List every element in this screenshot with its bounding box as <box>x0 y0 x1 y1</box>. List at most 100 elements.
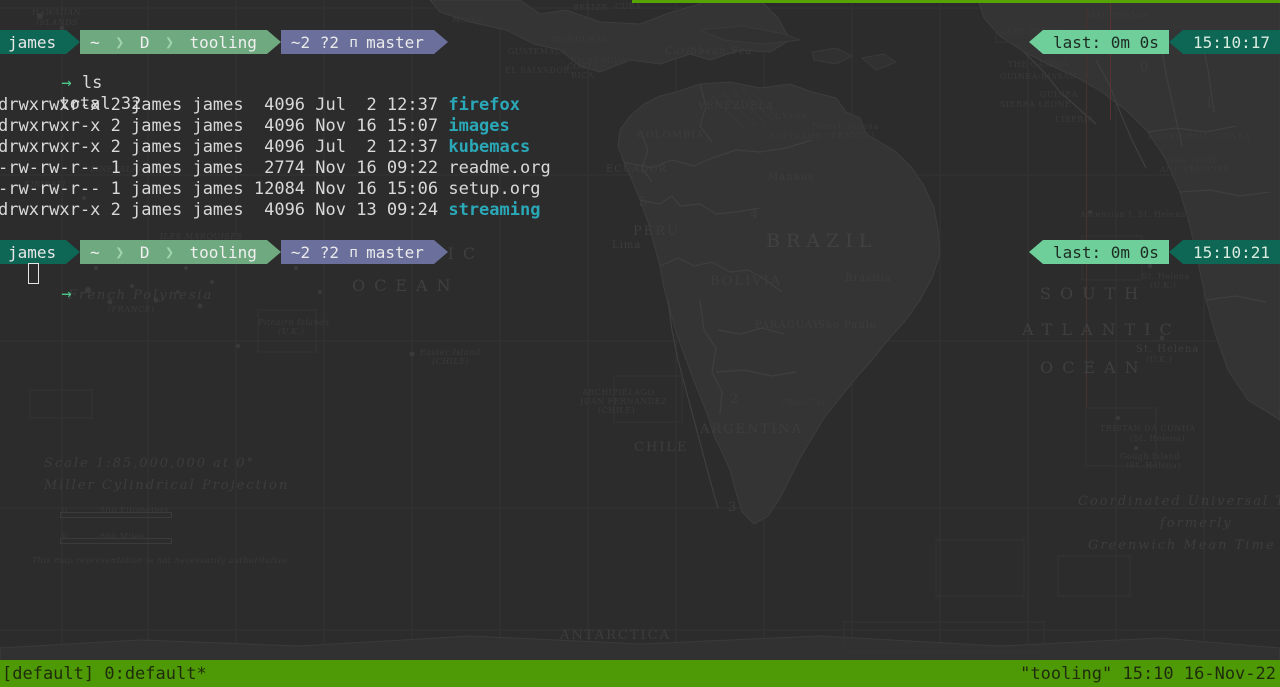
map-label: (U.K.) <box>278 327 305 336</box>
listing-row: drwxrwxr-x 2 james james 4096 Nov 16 15:… <box>0 116 510 137</box>
widget2-last-label: last: 0m 0s <box>1052 242 1159 262</box>
widget-clock-segment: 15:10:17 <box>1182 30 1280 54</box>
map-label: Easter Island <box>420 348 481 357</box>
widget2-last-segment: last: 0m 0s <box>1042 240 1169 264</box>
map-label: Pitcairn Islands <box>258 318 330 327</box>
terminal-pane[interactable]: james ~ ❯ D ❯ tooling ~2 ?2 ᴨ <box>0 0 1280 660</box>
map-label: (CHILE) <box>432 357 470 366</box>
map-label: GUINEA-BISSAU <box>1000 72 1077 81</box>
map-label: (St. Helena) <box>1126 461 1181 470</box>
map-label: EL SALVADOR <box>505 66 570 75</box>
listing-row-meta: drwxrwxr-x 2 james james 4096 Jul 2 12:3… <box>0 137 449 157</box>
prompt-dir-initial-segment: D <box>129 30 160 54</box>
map-label: OCEAN <box>352 276 460 295</box>
powerline-prompt-bottom: james ~ ❯ D ❯ tooling ~2 ?2 ᴨ <box>0 240 448 264</box>
widget-clock-label: 15:10:17 <box>1192 32 1270 52</box>
prompt2-dir-initial-segment: D <box>129 240 160 264</box>
map-label: COLOMBIA <box>637 130 705 141</box>
tmux-status-bar[interactable]: [default] 0:default* "tooling" 15:10 16-… <box>0 660 1280 687</box>
prompt-branch-label: master <box>366 32 424 52</box>
map-label: St. Helena <box>1136 344 1200 355</box>
prompt2-home-label: ~ <box>90 242 100 262</box>
map-label: (FRANCE) <box>828 131 875 140</box>
map-label: BELIZE <box>573 3 608 12</box>
map-label: NICARAGUA <box>570 56 628 65</box>
text-cursor[interactable] <box>28 263 39 284</box>
map-label: Manaus <box>768 172 815 183</box>
listing-row-name: images <box>448 116 510 136</box>
map-label: French Polynesia <box>68 288 214 303</box>
listing-row-meta: drwxrwxr-x 2 james james 4096 Jul 2 12:3… <box>0 95 449 115</box>
map-label: 0 <box>1140 60 1151 75</box>
map-label: CAPE VERDE <box>1000 27 1061 36</box>
widget2-clock-segment: 15:10:21 <box>1182 240 1280 264</box>
map-label: 500 Kilometers <box>100 506 169 515</box>
map-label: EQUATORIAL GUINEA <box>1148 132 1251 141</box>
map-label: 3 <box>728 500 739 515</box>
listing-row-name: readme.org <box>448 158 551 178</box>
active-input-line[interactable]: → <box>0 263 71 304</box>
listing-row-name: kubemacs <box>448 137 531 157</box>
map-label: OCEAN <box>1040 358 1148 377</box>
git-branch-icon-2: ᴨ <box>349 242 359 261</box>
listing-row-name: setup.org <box>448 179 541 199</box>
map-label: 0 <box>62 506 68 515</box>
map-label: São Paulo <box>818 320 877 331</box>
prompt2-branch-label: master <box>366 242 424 262</box>
listing-row: drwxrwxr-x 2 james james 4096 Nov 13 09:… <box>0 200 540 221</box>
tmux-status-left[interactable]: [default] 0:default* <box>2 663 207 684</box>
map-label: ATLANTIC <box>1022 320 1181 339</box>
map-label: ARGENTINA <box>700 422 803 437</box>
listing-row: -rw-rw-r-- 1 james james 12084 Nov 16 15… <box>0 179 540 200</box>
map-label: RICA <box>571 71 595 80</box>
powerline-widget-top: last: 0m 0s 15:10:17 <box>1028 30 1280 54</box>
powerline-prompt-top: james ~ ❯ D ❯ tooling ~2 ?2 ᴨ <box>0 30 448 54</box>
listing-row: drwxrwxr-x 2 james james 4096 Jul 2 12:3… <box>0 137 530 158</box>
prompt-project-segment: tooling <box>179 30 267 54</box>
map-label: (CHILE) <box>598 406 636 415</box>
prompt-user-label: james <box>8 32 57 52</box>
prompt2-project-label: tooling <box>189 242 257 262</box>
prompt-arrow-2-icon <box>266 30 281 54</box>
listing-row-meta: drwxrwxr-x 2 james james 4096 Nov 16 15:… <box>0 116 449 136</box>
map-label: COSTA <box>567 62 599 71</box>
prompt-dir-initial-label: D <box>139 32 150 52</box>
prompt-arrow-glyph-icon-2: → <box>61 284 72 304</box>
map-meridian-line <box>1086 8 1087 408</box>
prompt2-thin-sep-2-icon: ❯ <box>159 240 180 264</box>
listing-row-meta: -rw-rw-r-- 1 james james 12084 Nov 16 15… <box>0 179 449 199</box>
map-label: St. Helena <box>1142 272 1190 281</box>
map-label: ECUADOR <box>606 164 668 175</box>
prompt-arrow-glyph-icon: → <box>61 73 72 93</box>
listing-row: drwxrwxr-x 2 james james 4096 Jul 2 12:3… <box>0 95 520 116</box>
map-label: Lima <box>612 240 642 251</box>
listing-row-meta: drwxrwxr-x 2 james james 4096 Nov 13 09:… <box>0 200 449 220</box>
map-label: LINE ISLANDS <box>90 165 159 174</box>
prompt2-home-segment: ~ <box>80 240 110 264</box>
listing-row-name: streaming <box>448 200 541 220</box>
widget2-arrow-left-1-icon <box>1028 240 1043 264</box>
map-label: BRAZIL <box>766 230 878 252</box>
map-label: formerly <box>1160 516 1233 531</box>
map-label: (FRANCE) <box>108 305 155 314</box>
map-label: CUBA <box>615 2 642 11</box>
prompt-home-segment: ~ <box>80 30 110 54</box>
map-label: 2 <box>730 392 741 407</box>
prompt-arrow-1-icon <box>66 30 81 54</box>
map-label: Mexico <box>452 15 485 24</box>
map-label: GUATEMALA <box>508 47 567 56</box>
map-label: (St. Helena) <box>1130 434 1185 443</box>
map-label: SIERRA LEONE <box>1000 100 1072 109</box>
map-label: Scale 1:85,000,000 at 0° <box>44 456 256 471</box>
prompt2-git-segment: ~2 ?2 ᴨ master <box>280 240 434 264</box>
map-label: This map representation is not necessari… <box>32 556 291 565</box>
prompt2-arrow-3-icon <box>433 240 448 264</box>
map-label: URUGUAY <box>780 398 827 407</box>
map-label: ANTARCTICA <box>560 628 671 643</box>
widget-last-label: last: 0m 0s <box>1052 32 1159 52</box>
tmux-status-right[interactable]: "tooling" 15:10 16-Nov-22 <box>1020 663 1276 684</box>
prompt2-git-status-label: ~2 ?2 <box>290 242 340 262</box>
map-scale-bar-km <box>60 512 172 518</box>
listing-row-name: firefox <box>448 95 520 115</box>
